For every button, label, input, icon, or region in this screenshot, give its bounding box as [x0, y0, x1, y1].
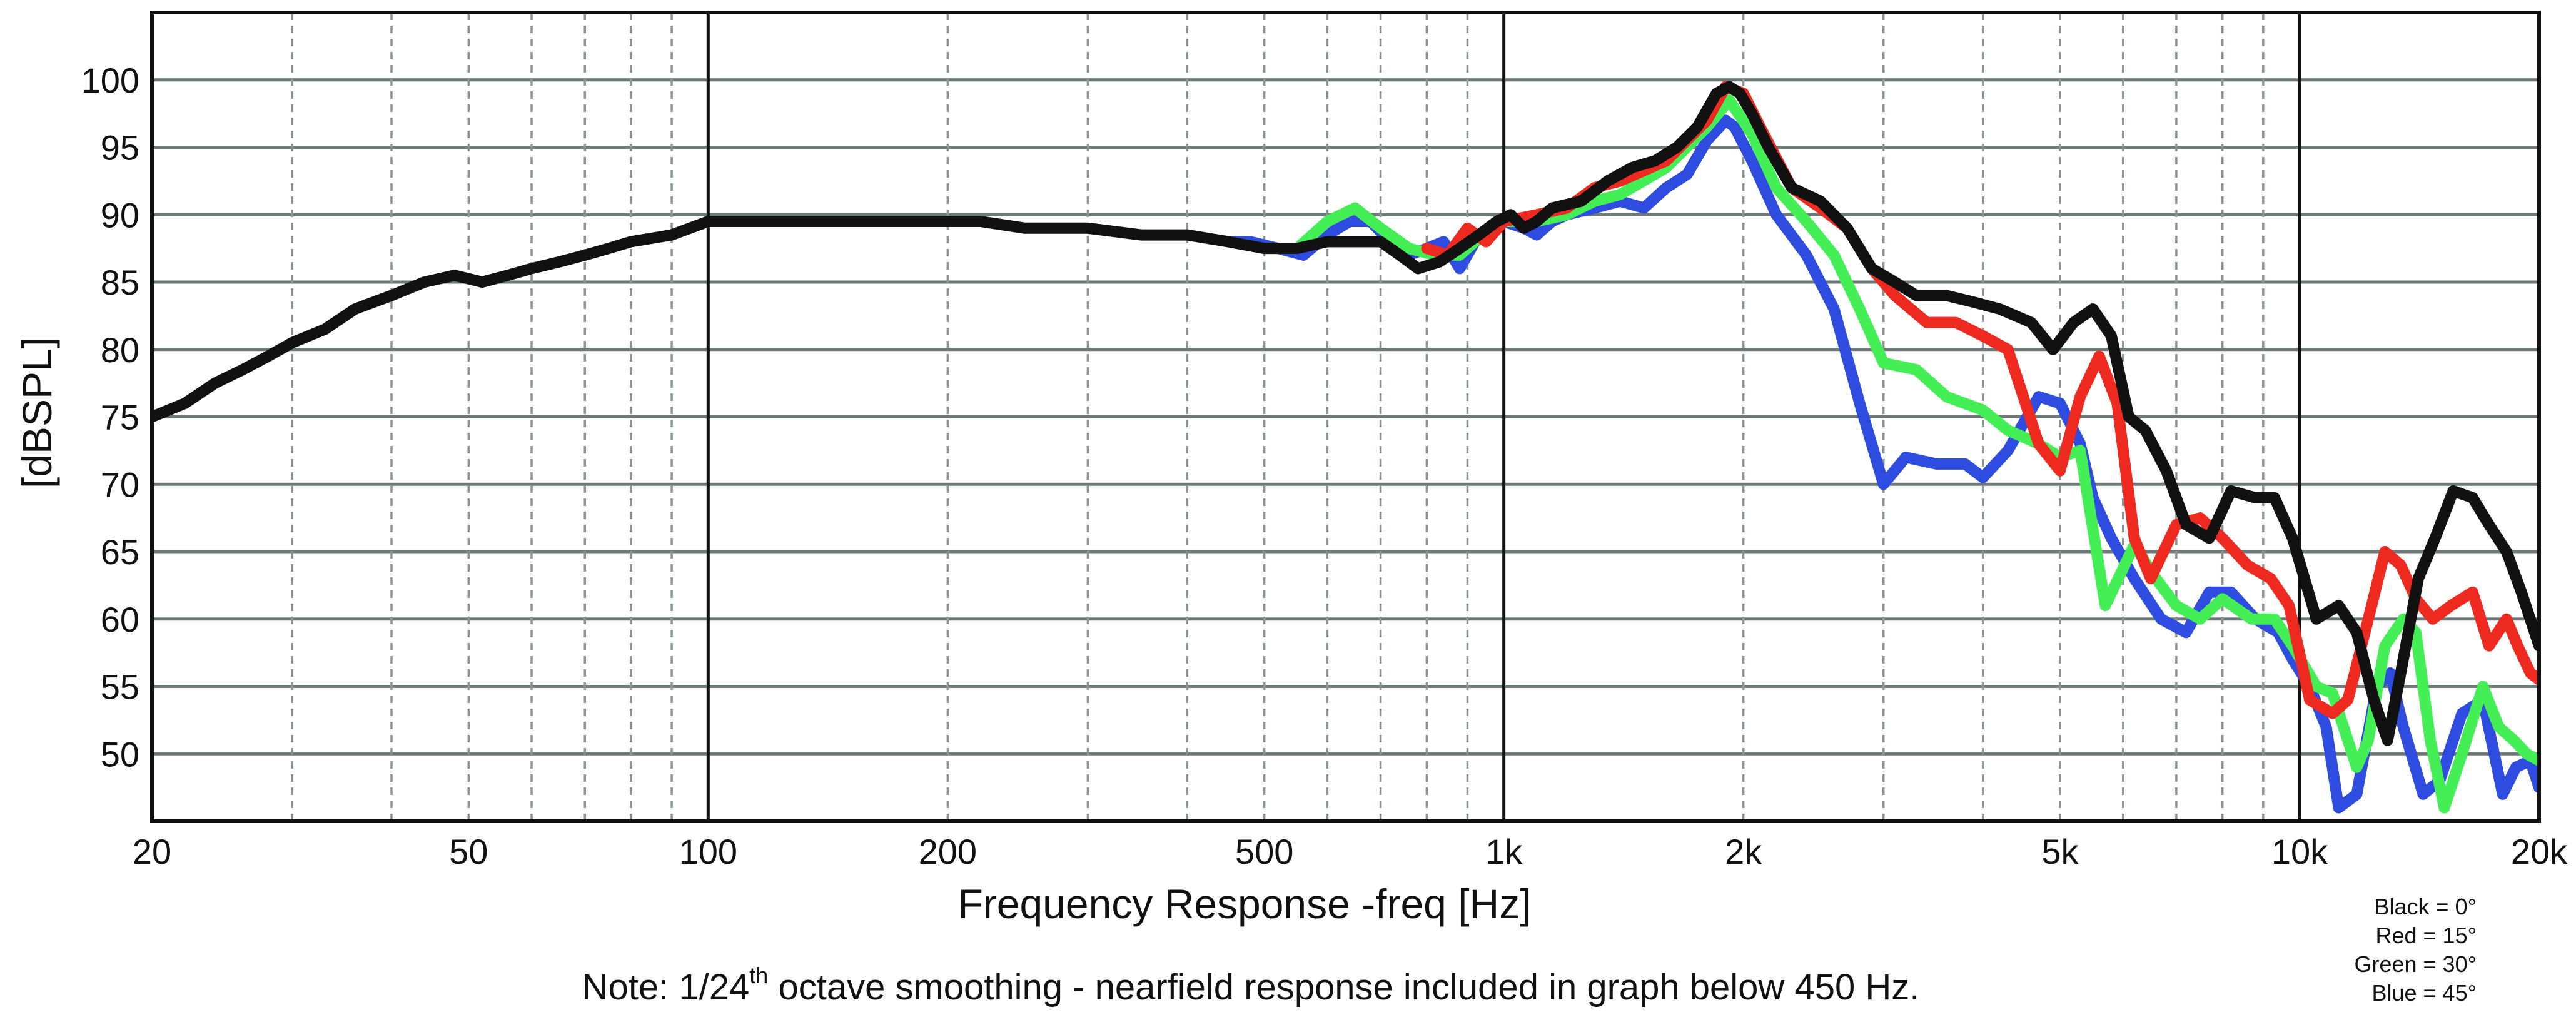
plot-frame	[150, 11, 2541, 823]
x-tick-label: 100	[679, 832, 737, 871]
y-tick-label: 90	[101, 195, 139, 235]
legend: Black = 0° Red = 15° Green = 30° Blue = …	[2354, 894, 2477, 1006]
x-tick-label: 200	[919, 832, 977, 871]
y-tick-label: 80	[101, 330, 139, 370]
series-lines	[152, 81, 2539, 814]
y-tick-label: 50	[101, 734, 139, 774]
legend-entry-black: Black = 0°	[2375, 894, 2477, 919]
x-tick-label: 50	[449, 832, 488, 871]
note-superscript: th	[749, 963, 768, 988]
note-text-start: Note: 1/24	[582, 967, 750, 1008]
x-tick-label: 20	[133, 832, 171, 871]
legend-entry-blue: Blue = 45°	[2371, 980, 2477, 1006]
series-line-0	[1222, 114, 2539, 814]
y-tick-label: 60	[101, 600, 139, 639]
y-tick-label: 75	[101, 398, 139, 437]
smoothing-note: Note: 1/24th octave smoothing - nearfiel…	[582, 963, 1920, 1008]
y-tick-label: 70	[101, 465, 139, 504]
y-tick-label: 85	[101, 263, 139, 302]
y-tick-label: 65	[101, 532, 139, 572]
series-line-3	[152, 81, 2539, 746]
legend-entry-red: Red = 15°	[2375, 923, 2477, 948]
grid	[152, 13, 2539, 821]
legend-entry-green: Green = 30°	[2354, 951, 2477, 977]
plot-border	[150, 11, 2541, 823]
series-line-2	[1421, 81, 2539, 719]
x-tick-label: 5k	[2041, 832, 2079, 871]
tick-labels: 50 55 60 65 70 75 80 85 90 95 100 20 50 100 200 500 1k 2k…	[81, 61, 2568, 871]
x-tick-label: 2k	[1725, 832, 1762, 871]
x-tick-label: 1k	[1485, 832, 1523, 871]
y-tick-label: 55	[101, 667, 139, 707]
y-tick-label: 100	[81, 61, 139, 100]
y-tick-label: 95	[101, 128, 139, 168]
x-tick-label: 20k	[2511, 832, 2568, 871]
note-text-end: octave smoothing - nearfield response in…	[768, 967, 1919, 1008]
x-axis-label: Frequency Response -freq [Hz]	[957, 881, 1531, 927]
x-tick-label: 10k	[2271, 832, 2328, 871]
x-tick-label: 500	[1235, 832, 1293, 871]
y-axis-label: [dBSPL]	[14, 337, 60, 488]
